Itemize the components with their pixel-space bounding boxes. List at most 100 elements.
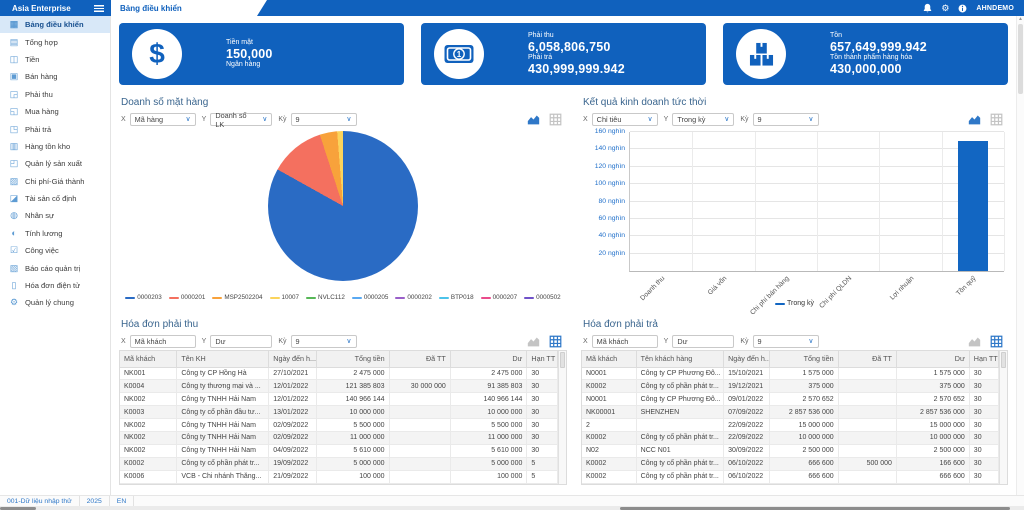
column-header-tong-tien[interactable]: Tổng tiền xyxy=(769,351,839,368)
scrollbar-thumb[interactable] xyxy=(1018,24,1023,94)
column-header-ngay-den-han[interactable]: Ngày đến h... xyxy=(268,351,318,368)
table-row[interactable]: N0001 Công ty CP Phương Đô... 09/01/2022 2 … xyxy=(582,392,1000,407)
table-row[interactable]: NK001 Công ty CP Hồng Hà 27/10/2021 2 475 0… xyxy=(120,367,558,381)
sidebar-item-tien[interactable]: ◫ Tiền xyxy=(0,51,110,68)
chart-view-icon[interactable] xyxy=(968,335,981,348)
sidebar-item-tinh-luong[interactable]: ◐ Tính lương xyxy=(0,225,110,242)
table-row[interactable]: NK00001 SHENZHEN 07/09/2022 2 857 536 000 2 … xyxy=(582,405,1000,420)
table-row[interactable]: K0002 Công ty cổ phần phát tr... 19/12/202… xyxy=(582,379,1000,394)
table-row[interactable]: K0002 Công ty cổ phần phát tr... 22/09/202… xyxy=(582,431,1000,445)
table-row[interactable]: N0001 Công ty CP Phương Đô... 15/10/2021 1 … xyxy=(582,367,1000,381)
sidebar-item-hoa-don-dien-tu[interactable]: ▯ Hóa đơn điện tử xyxy=(0,277,110,294)
column-header-da-tt[interactable]: Đã TT xyxy=(838,351,897,368)
page-horizontal-scrollbar[interactable] xyxy=(0,506,1024,510)
hamburger-menu-icon[interactable] xyxy=(94,4,104,12)
legend-item[interactable]: MSP2502204 xyxy=(212,294,263,301)
sidebar-item-quan-ly-chung[interactable]: ⚙ Quản lý chung xyxy=(0,294,110,311)
grid-view-icon[interactable] xyxy=(990,113,1003,126)
table-row[interactable]: K0004 Công ty thương mại và ... 12/01/2022… xyxy=(120,379,558,394)
sidebar-item-tai-san-co-dinh[interactable]: ◪ Tài sản cố định xyxy=(0,190,110,207)
chart-view-icon[interactable] xyxy=(968,113,981,126)
table-row[interactable]: NK002 Công ty TNHH Hải Nam 12/01/2022 140 9… xyxy=(120,392,558,407)
gear-icon[interactable]: ⚙ xyxy=(941,2,950,13)
payable-y-input[interactable]: Dư xyxy=(672,335,735,348)
table-row[interactable]: K0003 Công ty cổ phần đầu tư... 13/01/2022… xyxy=(120,405,558,420)
sales-x-select[interactable]: Mã hàng ∨ xyxy=(129,113,196,126)
kpi-card-inventory[interactable]: Tồn 657,649,999.942 Tồn thành phẩm hàng hó… xyxy=(723,23,1008,85)
sidebar-item-nhan-su[interactable]: ◍ Nhân sự xyxy=(0,207,110,224)
scroll-up-arrow-icon[interactable]: ▲ xyxy=(1018,16,1023,22)
receivable-period-select[interactable]: 9 ∨ xyxy=(290,335,357,348)
payable-x-input[interactable]: Mã khách xyxy=(591,335,658,348)
column-header-du[interactable]: Dư xyxy=(896,351,970,368)
sidebar-item-phai-thu[interactable]: ◲ Phải thu xyxy=(0,86,110,103)
chart-view-icon[interactable] xyxy=(527,113,540,126)
sidebar-item-phai-tra[interactable]: ◳ Phải trả xyxy=(0,120,110,137)
statusbar-year[interactable]: 2025 xyxy=(80,496,110,506)
scrollbar-thumb[interactable] xyxy=(1001,352,1006,368)
grid-view-icon[interactable] xyxy=(549,113,562,126)
result-period-select[interactable]: 9 ∨ xyxy=(752,113,819,126)
legend-item[interactable]: Trong kỳ xyxy=(775,300,814,307)
grid-view-icon[interactable] xyxy=(549,335,562,348)
table-row[interactable]: K0002 Công ty cổ phần phát tr... 06/10/202… xyxy=(582,470,1000,484)
sidebar-item-chi-phi-gia-thanh[interactable]: ▨ Chi phí-Giá thành xyxy=(0,173,110,190)
column-header-tong-tien[interactable]: Tổng tiền xyxy=(316,351,390,368)
sales-y-select[interactable]: Doanh số LK ∨ xyxy=(210,111,273,129)
chart-view-icon[interactable] xyxy=(527,335,540,348)
receivable-table-scrollbar[interactable] xyxy=(558,351,566,484)
legend-item[interactable]: 0000203 xyxy=(125,294,162,301)
legend-item[interactable]: NVLC112 xyxy=(306,294,345,301)
bar-tồn-quỹ[interactable] xyxy=(957,140,988,271)
bell-icon[interactable] xyxy=(923,3,932,13)
legend-item[interactable]: BTP018 xyxy=(438,294,474,301)
table-row[interactable]: NK002 Công ty TNHH Hải Nam 02/09/2022 11 00… xyxy=(120,431,558,445)
column-header-da-tt[interactable]: Đã TT xyxy=(389,351,451,368)
table-row[interactable]: K0006 VCB - Chi nhánh Thăng... 21/09/2022 1… xyxy=(120,470,558,484)
scrollbar-thumb[interactable] xyxy=(560,352,565,368)
column-header-ten-khach[interactable]: Tên KH xyxy=(176,351,270,368)
sidebar-item-bang-dieu-khien[interactable]: ▦ Bảng điều khiển xyxy=(0,16,110,34)
column-header-ma-khach[interactable]: Mã khách xyxy=(582,351,637,368)
payable-table-scrollbar[interactable] xyxy=(999,351,1007,484)
statusbar-language[interactable]: EN xyxy=(110,496,135,506)
sidebar-item-quan-ly-san-xuat[interactable]: ◰ Quản lý sản xuất xyxy=(0,155,110,172)
column-header-du[interactable]: Dư xyxy=(450,351,528,368)
table-row[interactable]: 2 22/09/2022 15 000 000 15 000 000 30 xyxy=(582,418,1000,432)
result-y-select[interactable]: Trong kỳ ∨ xyxy=(672,113,735,126)
grid-view-icon[interactable] xyxy=(990,335,1003,348)
scrollbar-thumb[interactable] xyxy=(620,506,1010,510)
table-row[interactable]: K0002 Công ty cổ phần phát tr... 19/09/202… xyxy=(120,457,558,471)
payable-period-select[interactable]: 9 ∨ xyxy=(752,335,819,348)
legend-item[interactable]: 0000502 xyxy=(524,294,561,301)
info-icon[interactable] xyxy=(958,4,967,13)
legend-item[interactable]: 0000205 xyxy=(351,294,388,301)
sales-pie-chart[interactable] xyxy=(268,131,418,281)
sidebar-item-cong-viec[interactable]: ☑ Công việc xyxy=(0,242,110,259)
sidebar-item-mua-hang[interactable]: ◱ Mua hàng xyxy=(0,103,110,120)
table-row[interactable]: NK002 Công ty TNHH Hải Nam 04/09/2022 5 610… xyxy=(120,444,558,458)
page-vertical-scrollbar[interactable]: ▲ xyxy=(1016,16,1024,495)
legend-item[interactable]: 0000201 xyxy=(168,294,205,301)
sales-period-select[interactable]: 9 ∨ xyxy=(290,113,357,126)
tab-dashboard[interactable]: Bảng điều khiển xyxy=(111,0,267,16)
column-header-ten-khach[interactable]: Tên khách hàng xyxy=(636,351,725,368)
sidebar-item-bao-cao-quan-tri[interactable]: ▧ Báo cáo quản trị xyxy=(0,259,110,276)
legend-item[interactable]: 0000202 xyxy=(395,294,432,301)
receivable-y-input[interactable]: Dư xyxy=(210,335,273,348)
current-user[interactable]: AHNDEMO xyxy=(976,4,1014,12)
column-header-han-tt[interactable]: Hạn TT xyxy=(526,351,558,368)
scrollbar-thumb[interactable] xyxy=(0,506,36,510)
column-header-ma-khach[interactable]: Mã khách xyxy=(120,351,178,368)
table-row[interactable]: N02 NCC N01 30/09/2022 2 500 000 2 500 000 30 xyxy=(582,444,1000,458)
sidebar-item-tong-hop[interactable]: ▤ Tổng hợp xyxy=(0,33,110,50)
result-bar-chart[interactable]: 20 nghìn 40 nghìn 60 nghìn 80 nghìn 100 nghì… xyxy=(595,128,1005,317)
column-header-han-tt[interactable]: Hạn TT xyxy=(969,351,1000,368)
kpi-card-receivable-payable[interactable]: 1 Phải thu 6,058,806,750 Phải trả 430,999,99… xyxy=(421,23,706,85)
column-header-ngay-den-han[interactable]: Ngày đến h... xyxy=(723,351,770,368)
kpi-card-cash[interactable]: $ Tiền mặt 150,000 Ngân hàng xyxy=(119,23,404,85)
sidebar-item-ban-hang[interactable]: ▣ Bán hàng xyxy=(0,68,110,85)
legend-item[interactable]: 10007 xyxy=(269,294,299,301)
receivable-x-input[interactable]: Mã khách xyxy=(129,335,196,348)
result-x-select[interactable]: Chỉ tiêu ∨ xyxy=(591,113,658,126)
